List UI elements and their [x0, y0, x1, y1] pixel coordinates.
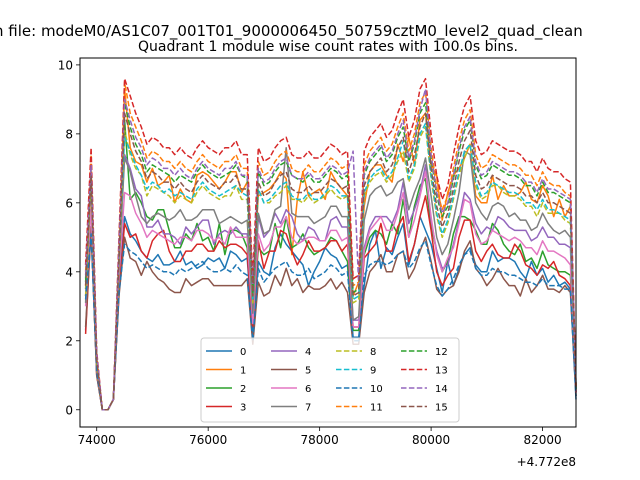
legend-label-3: 3 — [240, 403, 246, 414]
legend-label-5: 5 — [305, 366, 311, 377]
series-line-0 — [84, 215, 577, 411]
legend-label-8: 8 — [370, 347, 376, 358]
series-line-4 — [84, 153, 577, 411]
series-layer — [84, 77, 577, 411]
y-tick-label: 6 — [65, 196, 73, 210]
series-line-6 — [84, 171, 577, 411]
x-tick-label: 76000 — [189, 433, 227, 447]
legend-label-6: 6 — [305, 384, 311, 395]
series-line-12 — [84, 102, 577, 411]
legend-label-15: 15 — [435, 403, 448, 414]
y-tick-label: 2 — [65, 334, 73, 348]
legend-label-12: 12 — [435, 347, 448, 358]
legend-label-7: 7 — [305, 403, 311, 414]
chart-title: Quadrant 1 module wise count rates with … — [138, 39, 518, 55]
x-axis-offset-label: +4.772e8 — [517, 455, 576, 469]
y-axis: 0 2 4 6 8 10 — [58, 58, 80, 417]
legend-box — [200, 337, 460, 423]
y-tick-label: 8 — [65, 127, 73, 141]
y-tick-label: 4 — [65, 265, 73, 279]
x-axis: 74000 76000 78000 80000 82000 — [78, 427, 562, 447]
legend-label-10: 10 — [370, 384, 383, 395]
y-tick-label: 0 — [65, 403, 73, 417]
x-tick-label: 80000 — [412, 433, 450, 447]
series-line-10 — [84, 233, 577, 411]
x-tick-label: 82000 — [523, 433, 561, 447]
legend-label-2: 2 — [240, 384, 246, 395]
series-line-13 — [84, 77, 577, 411]
legend-label-9: 9 — [370, 366, 376, 377]
plot-area — [79, 57, 577, 428]
series-line-11 — [84, 81, 577, 411]
series-line-3 — [84, 195, 577, 411]
axes-frame — [79, 57, 577, 428]
series-line-15 — [84, 112, 577, 411]
figure-suptitle: n file: modeM0/AS1C07_001T01_9000006450_… — [0, 22, 583, 41]
series-line-8 — [84, 126, 577, 411]
series-line-7 — [84, 146, 577, 411]
series-line-5 — [84, 226, 577, 411]
y-tick-label: 10 — [58, 58, 73, 72]
legend-label-4: 4 — [305, 347, 311, 358]
legend-label-1: 1 — [240, 366, 246, 377]
legend-label-13: 13 — [435, 366, 448, 377]
legend-label-14: 14 — [435, 384, 448, 395]
x-tick-label: 78000 — [301, 433, 339, 447]
series-line-14 — [84, 88, 577, 411]
x-tick-label: 74000 — [78, 433, 116, 447]
series-line-9 — [84, 122, 577, 411]
legend-label-11: 11 — [370, 403, 383, 414]
legend-label-0: 0 — [240, 347, 246, 358]
